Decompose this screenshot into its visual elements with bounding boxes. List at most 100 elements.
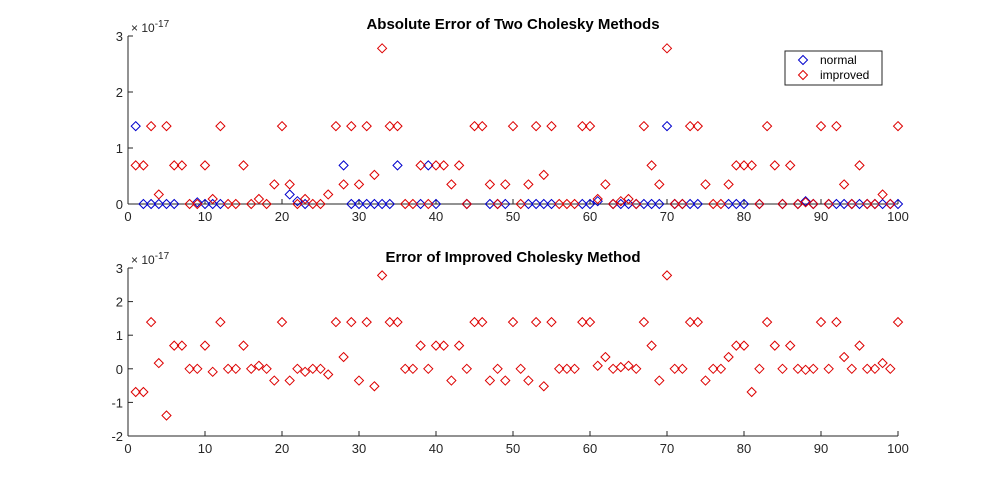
legend-label-normal: normal [820, 53, 857, 67]
data-point [430, 198, 442, 210]
data-point [184, 198, 195, 210]
x-tick-label: 30 [352, 209, 366, 224]
data-point [746, 160, 757, 171]
data-point [661, 270, 673, 281]
data-point [145, 120, 157, 132]
data-point [238, 160, 249, 171]
data-point [607, 198, 619, 210]
data-point [330, 120, 342, 132]
data-point [538, 381, 550, 392]
data-point [777, 198, 788, 210]
data-point [176, 340, 188, 351]
x-tick-label: 30 [352, 441, 366, 456]
y-tick-label: 2 [116, 295, 123, 310]
x-tick-label: 50 [506, 209, 520, 224]
x-tick-label: 20 [275, 441, 289, 456]
data-point [715, 363, 727, 375]
data-point [361, 198, 372, 210]
data-point [592, 193, 603, 205]
data-point [423, 363, 434, 375]
data-point [292, 198, 303, 210]
legend: normal improved [784, 50, 883, 86]
data-point [423, 198, 434, 210]
data-point [469, 316, 480, 328]
data-point [800, 197, 811, 208]
data-point [892, 316, 904, 328]
data-point [469, 120, 480, 132]
data-point [846, 198, 858, 210]
data-point [199, 160, 211, 171]
data-point [523, 179, 534, 190]
data-point [515, 198, 526, 210]
data-point [184, 363, 195, 375]
data-point [823, 198, 834, 210]
data-point [669, 198, 680, 210]
data-point [684, 120, 696, 132]
data-point [738, 160, 750, 171]
data-point [338, 160, 349, 171]
data-point [222, 198, 234, 210]
data-point [715, 198, 727, 210]
data-point [723, 351, 734, 363]
chart-title: Error of Improved Cholesky Method [385, 249, 640, 266]
data-point [138, 198, 149, 210]
data-point [638, 198, 650, 210]
data-point [577, 198, 588, 210]
data-point [500, 375, 511, 386]
data-point [130, 160, 141, 171]
data-point [777, 363, 788, 375]
data-point [353, 375, 365, 386]
series-normal [130, 120, 904, 210]
data-point [584, 198, 596, 210]
y-tick-label: 3 [116, 261, 123, 276]
data-point [569, 363, 580, 375]
data-point [808, 198, 819, 210]
data-point [800, 364, 811, 376]
data-point [784, 160, 796, 171]
data-point [145, 198, 157, 210]
data-point [731, 198, 742, 210]
data-point [153, 189, 165, 200]
data-point [438, 340, 449, 351]
data-point [168, 340, 180, 351]
data-point [222, 363, 234, 375]
data-point [446, 375, 457, 386]
x-tick-label: 70 [660, 209, 674, 224]
data-point [361, 120, 372, 132]
x-tick-label: 90 [814, 209, 828, 224]
data-point [546, 316, 557, 328]
data-point [130, 386, 141, 398]
data-point [369, 198, 380, 210]
data-point [592, 360, 603, 371]
data-point [168, 160, 180, 171]
data-point [515, 363, 526, 375]
y-exponent-label: × 10-17 [131, 19, 170, 35]
data-point [253, 360, 265, 371]
data-point [284, 375, 295, 386]
data-point [392, 160, 403, 171]
data-point [315, 198, 326, 210]
data-point [407, 363, 419, 375]
data-point [192, 363, 203, 375]
data-point [692, 198, 704, 210]
data-point [453, 160, 465, 171]
data-point [376, 43, 388, 54]
data-point [831, 120, 842, 132]
data-point [646, 160, 657, 171]
data-point [346, 316, 357, 328]
data-point [623, 193, 634, 205]
data-point [507, 316, 519, 328]
data-point [815, 316, 827, 328]
data-point [392, 316, 403, 328]
data-point [215, 198, 226, 210]
data-point [207, 366, 218, 378]
data-point [854, 160, 865, 171]
data-point [684, 198, 696, 210]
data-point [677, 363, 688, 375]
data-point [861, 198, 873, 210]
data-point [661, 43, 673, 54]
series-improved [130, 43, 904, 210]
data-point [854, 340, 865, 351]
data-point [461, 198, 473, 210]
data-point [738, 340, 750, 351]
